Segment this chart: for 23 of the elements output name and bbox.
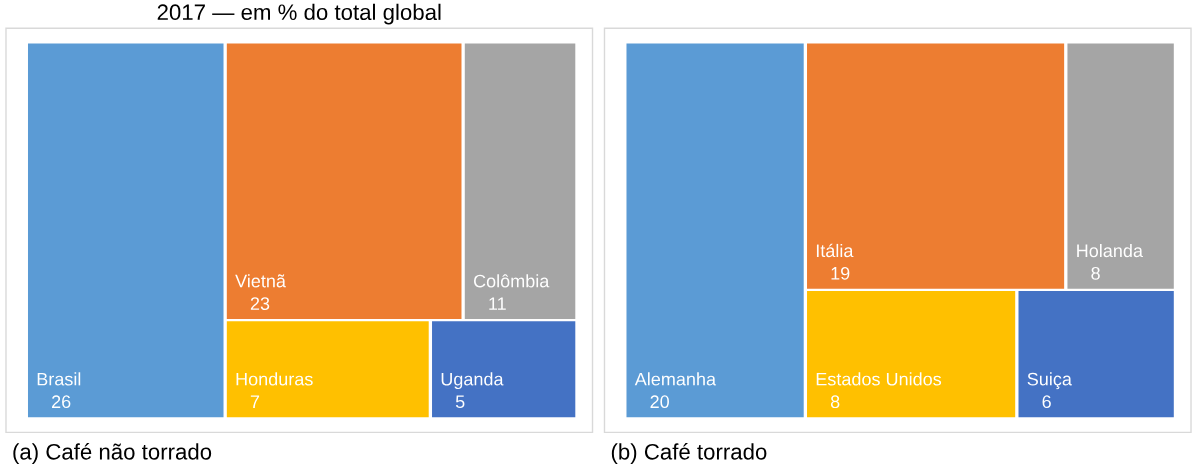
category-label: Suiça bbox=[1027, 372, 1072, 390]
data-label: 20 bbox=[650, 395, 669, 409]
category-label: Honduras bbox=[236, 372, 313, 386]
data-label: 19 bbox=[831, 266, 850, 280]
category-label: Vietnã bbox=[235, 274, 286, 288]
category-label: Uganda bbox=[441, 372, 504, 390]
data-label: 26 bbox=[52, 395, 71, 409]
category-label: Holanda bbox=[1077, 243, 1143, 258]
text: (a) Café não torrado bbox=[13, 443, 212, 465]
data-label: 7 bbox=[250, 395, 260, 408]
text: 2017 — em % do total global bbox=[157, 3, 441, 25]
category-label: Itália bbox=[816, 243, 854, 258]
data-label: 23 bbox=[250, 297, 270, 311]
data-label: 5 bbox=[455, 395, 465, 409]
text: (b) Café torrado bbox=[611, 443, 767, 465]
category-label: Colômbia bbox=[473, 274, 550, 288]
data-label: 8 bbox=[830, 395, 840, 409]
data-label: 8 bbox=[1091, 266, 1100, 280]
category-label: Estados Unidos bbox=[816, 372, 942, 386]
category-label: Alemanha bbox=[634, 372, 717, 386]
data-label: 11 bbox=[489, 297, 506, 310]
data-label: 6 bbox=[1042, 395, 1051, 409]
category-label: Brasil bbox=[37, 372, 81, 386]
